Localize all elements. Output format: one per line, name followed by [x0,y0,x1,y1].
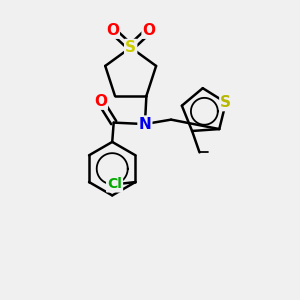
Text: O: O [142,23,156,38]
Text: S: S [220,95,231,110]
Text: O: O [94,94,107,109]
Text: O: O [106,23,119,38]
Text: Cl: Cl [107,177,122,191]
Text: N: N [139,117,151,132]
Text: S: S [125,40,136,55]
